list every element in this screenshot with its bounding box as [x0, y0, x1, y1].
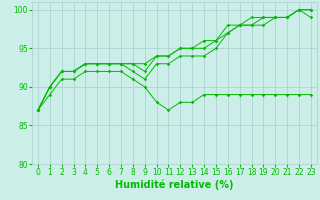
- X-axis label: Humidité relative (%): Humidité relative (%): [115, 180, 234, 190]
